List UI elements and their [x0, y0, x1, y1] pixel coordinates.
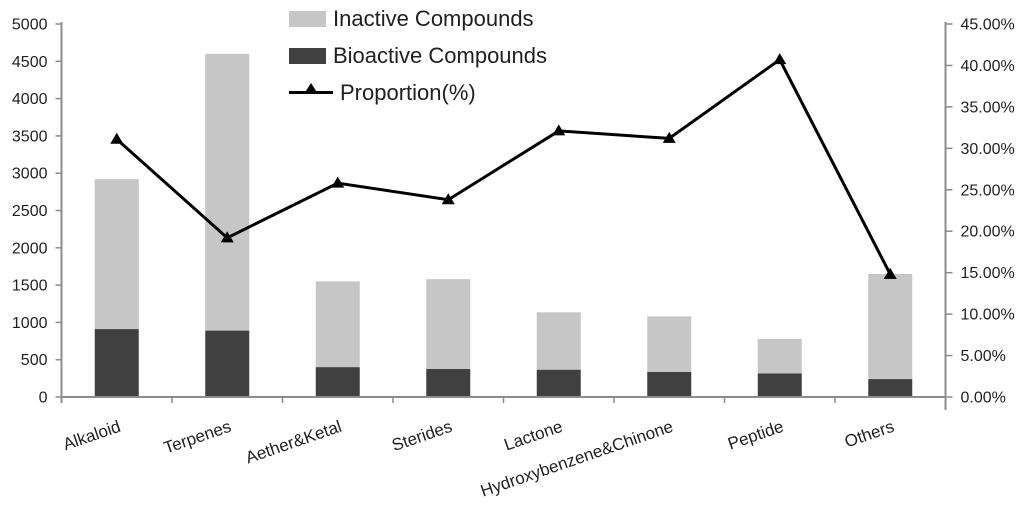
legend: Inactive Compounds Bioactive Compounds P… — [289, 0, 547, 111]
bar-inactive-alkaloid — [94, 179, 139, 330]
right-axis-tick-label: 40.00% — [961, 58, 1015, 75]
legend-item-proportion: Proportion(%) — [289, 74, 547, 111]
left-axis-tick-label: 4000 — [12, 91, 48, 108]
left-axis-tick-label: 3000 — [12, 166, 48, 183]
left-axis-tick-label: 4500 — [12, 54, 48, 71]
x-axis-label-aether-ketal: Aether&Ketal — [243, 417, 344, 468]
bar-inactive-hydroxybenzene-chinone — [647, 316, 692, 373]
bar-bioactive-sterides — [426, 369, 471, 397]
right-axis-tick-label: 20.00% — [961, 224, 1015, 241]
bar-inactive-peptide — [757, 338, 802, 374]
proportion-marker-hydroxybenzene-chinone — [662, 131, 676, 143]
bar-bioactive-lactone — [536, 369, 581, 397]
proportion-marker-sterides — [441, 193, 455, 205]
bar-inactive-terpenes — [205, 53, 250, 331]
proportion-marker-alkaloid — [110, 132, 124, 144]
x-axis-label-terpenes: Terpenes — [161, 417, 233, 458]
left-axis-tick-label: 2500 — [12, 203, 48, 220]
legend-item-bioactive-compounds: Bioactive Compounds — [289, 37, 547, 74]
x-axis-label-peptide: Peptide — [725, 417, 786, 454]
right-axis-tick-label: 0.00% — [961, 390, 1006, 407]
bar-inactive-aether-ketal — [315, 281, 360, 368]
bar-bioactive-peptide — [757, 373, 802, 397]
right-axis-tick-label: 45.00% — [961, 17, 1015, 34]
right-axis-tick-label: 10.00% — [961, 307, 1015, 324]
left-axis-tick-label: 500 — [21, 352, 48, 369]
proportion-marker-peptide — [773, 53, 787, 65]
x-axis-label-sterides: Sterides — [389, 417, 454, 455]
right-axis-tick-label: 5.00% — [961, 348, 1006, 365]
legend-label-bioactive-compounds: Bioactive Compounds — [333, 42, 548, 68]
x-axis-label-alkaloid: Alkaloid — [61, 417, 123, 454]
x-axis-label-others: Others — [842, 417, 896, 452]
bar-bioactive-aether-ketal — [315, 367, 360, 397]
left-axis-tick-label: 5000 — [12, 17, 48, 34]
bar-bioactive-hydroxybenzene-chinone — [647, 372, 692, 397]
x-axis-label-lactone: Lactone — [502, 417, 565, 455]
proportion-line — [115, 57, 892, 276]
bioactive-compounds-swatch-icon — [289, 47, 326, 64]
left-axis-tick-label: 1500 — [12, 278, 48, 295]
legend-item-inactive-compounds: Inactive Compounds — [289, 0, 547, 37]
bar-inactive-sterides — [426, 279, 471, 370]
legend-label-proportion: Proportion(%) — [340, 79, 476, 105]
bar-inactive-lactone — [536, 312, 581, 370]
bar-bioactive-others — [868, 379, 913, 397]
bar-inactive-others — [868, 273, 913, 380]
left-axis-tick-label: 3500 — [12, 128, 48, 145]
left-axis-tick-label: 0 — [39, 390, 48, 407]
left-axis-tick-label: 1000 — [12, 315, 48, 332]
bar-bioactive-terpenes — [205, 330, 250, 397]
x-axis-label-hydroxybenzene-chinone: Hydroxybenzene&Chinone — [478, 417, 675, 501]
proportion-line-marker-icon — [289, 83, 333, 94]
bar-bioactive-alkaloid — [94, 329, 139, 397]
proportion-marker-terpenes — [220, 231, 234, 243]
proportion-marker-others — [883, 267, 897, 279]
proportion-marker-lactone — [552, 124, 566, 136]
legend-label-inactive-compounds: Inactive Compounds — [333, 5, 534, 31]
right-axis-tick-label: 35.00% — [961, 99, 1015, 116]
right-axis-tick-label: 30.00% — [961, 141, 1015, 158]
inactive-compounds-swatch-icon — [289, 10, 326, 27]
right-axis-tick-label: 25.00% — [961, 182, 1015, 199]
proportion-marker-aether-ketal — [331, 176, 345, 188]
right-axis-tick-label: 15.00% — [961, 265, 1015, 282]
left-axis-tick-label: 2000 — [12, 240, 48, 257]
